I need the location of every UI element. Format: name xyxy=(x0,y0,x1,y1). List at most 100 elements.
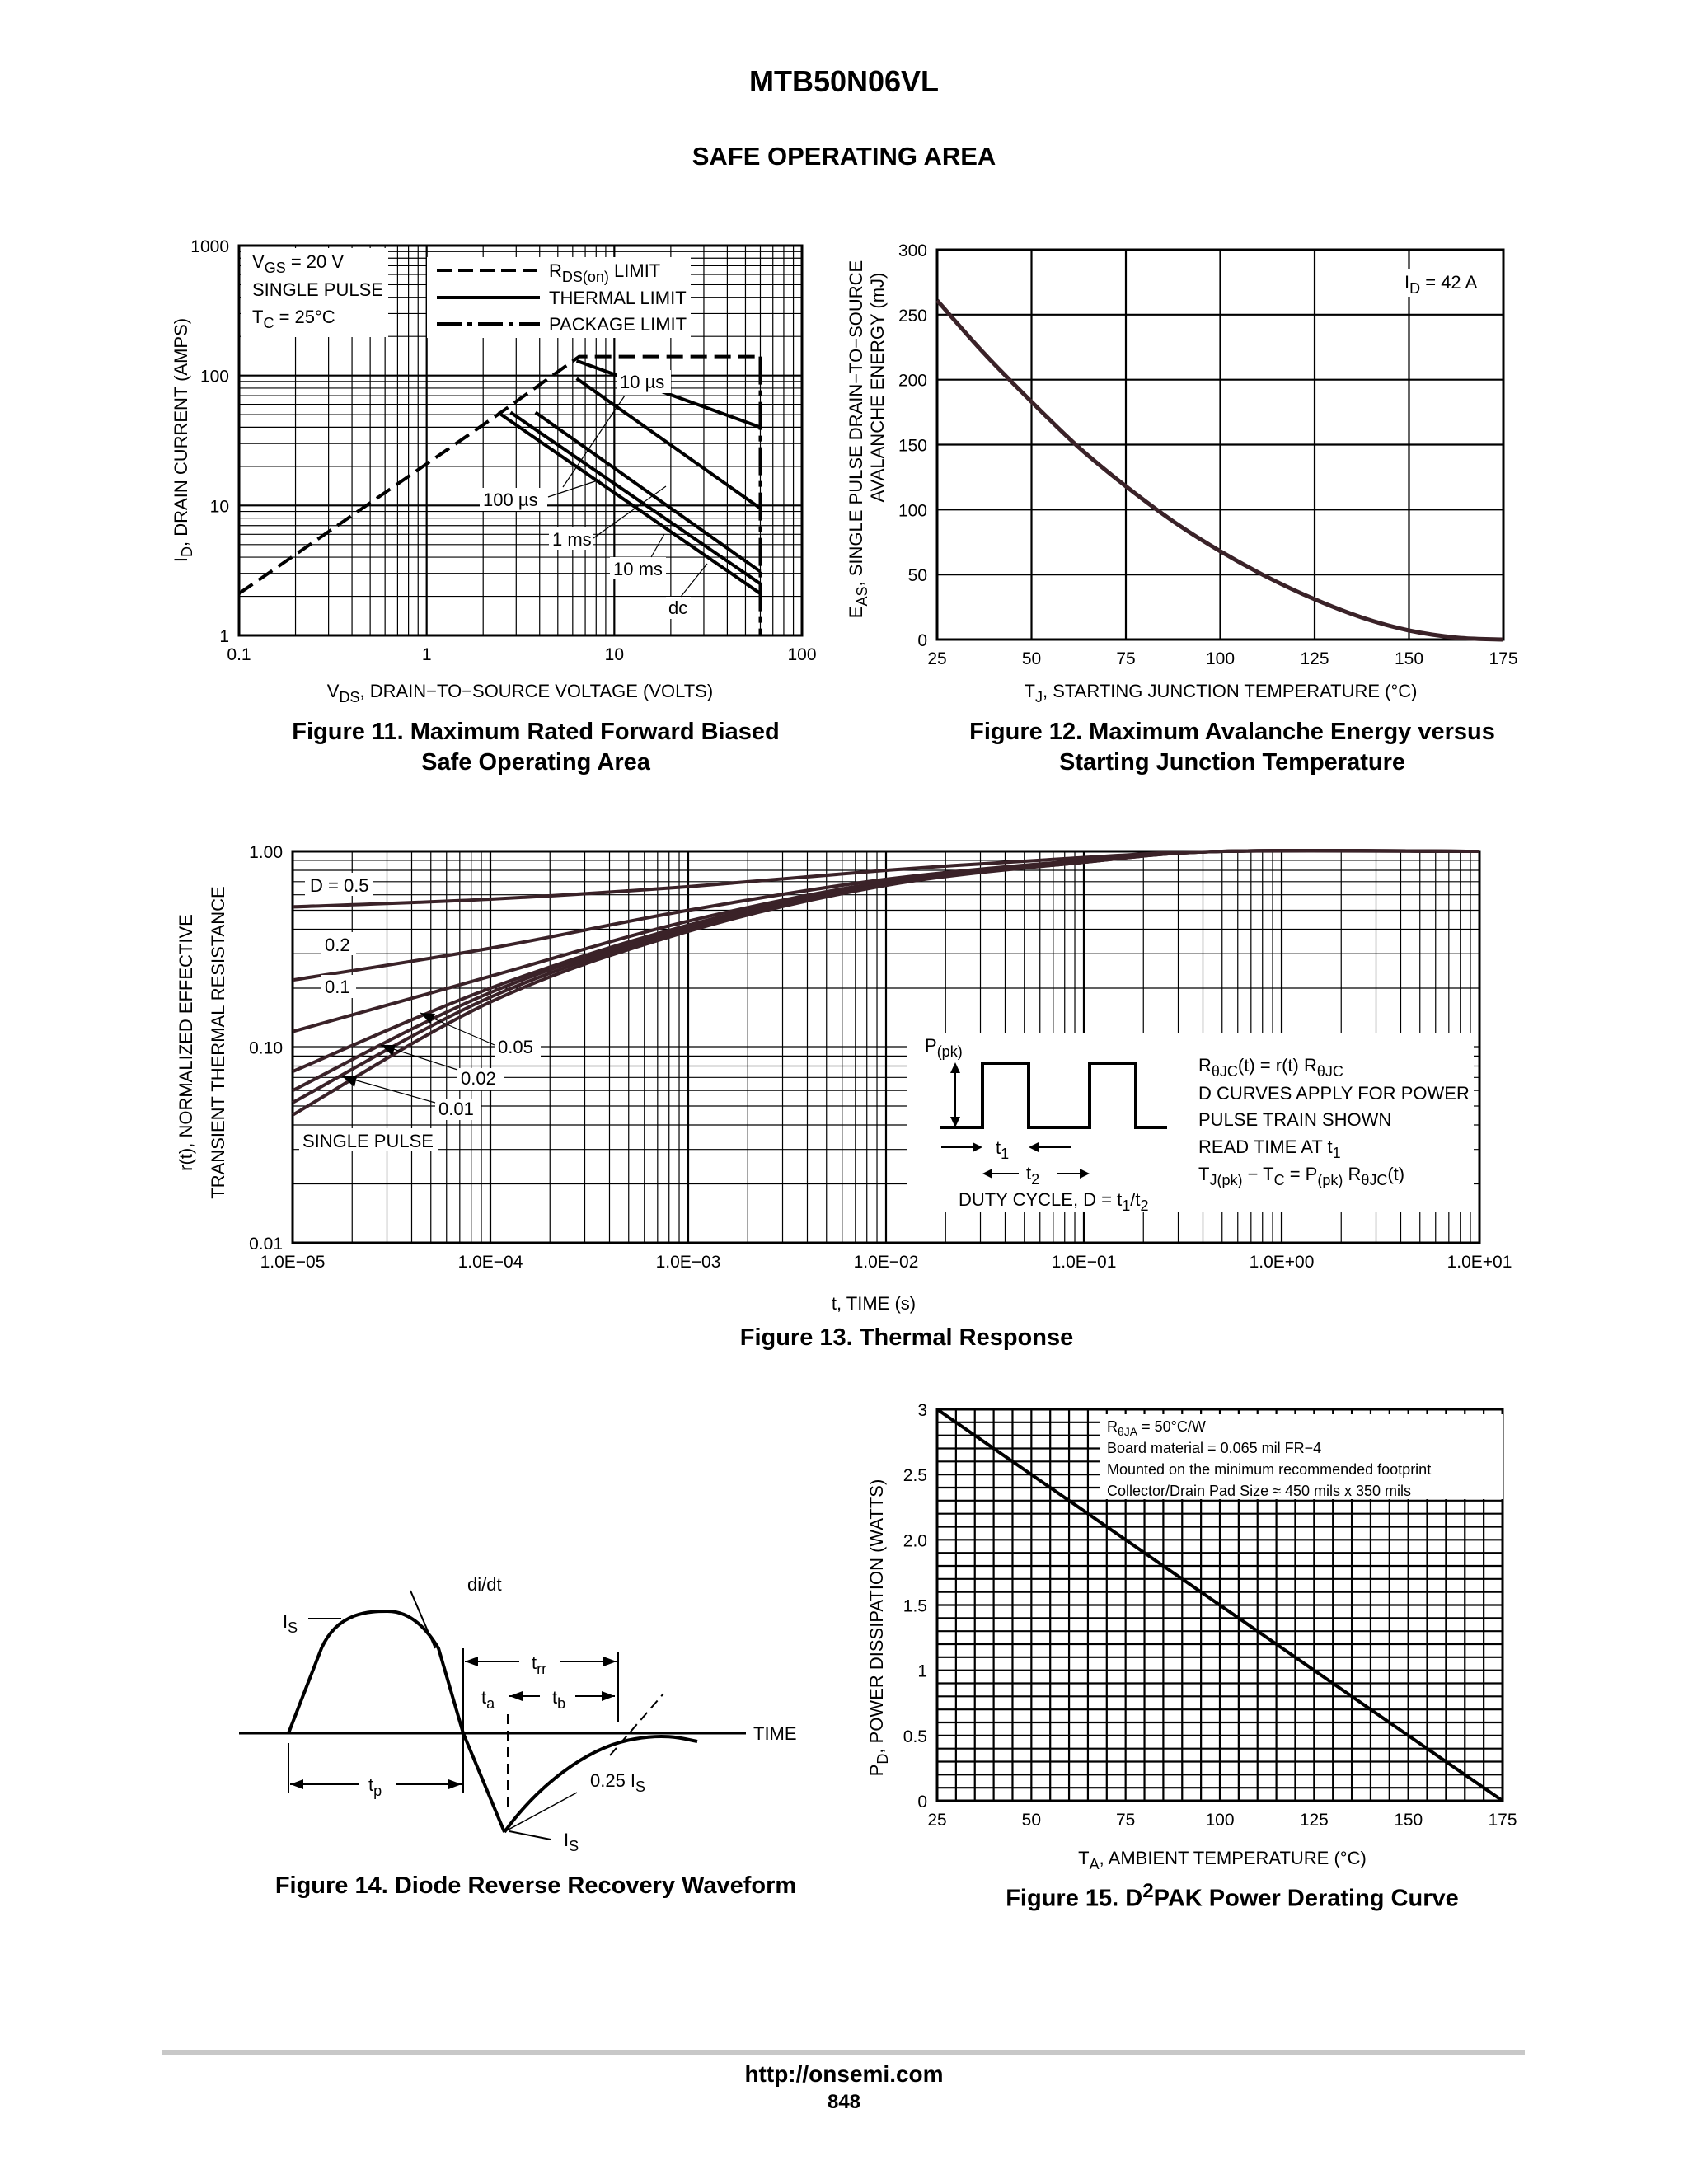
footer-divider xyxy=(162,2050,1525,2055)
fig15-x-tick-label: 175 xyxy=(1488,1811,1517,1830)
fig11-cond-tc: TC = 25°C xyxy=(252,307,335,331)
fig12-series xyxy=(935,298,1504,642)
fig11-series xyxy=(237,354,762,635)
fig13-002-arrowhead xyxy=(381,1045,396,1056)
fig13-label-single: SINGLE PULSE xyxy=(302,1131,434,1151)
fig15-note-box xyxy=(1100,1414,1503,1499)
fig15-x-tick-label: 125 xyxy=(1300,1811,1329,1830)
fig14-quarter-leader xyxy=(506,1792,578,1831)
fig14-trr-arrowhead-right xyxy=(603,1657,617,1666)
fig11-x-axis-label: VDS, DRAIN−TO−SOURCE VOLTAGE (VOLTS) xyxy=(327,681,713,705)
fig12-y-tick-label: 150 xyxy=(898,437,927,456)
fig15-caption-a: Figure 15. D xyxy=(1006,1885,1143,1912)
fig13-note-readtime: READ TIME AT t1 xyxy=(1198,1137,1341,1161)
fig12-y-tick-label: 200 xyxy=(898,372,927,391)
fig15-caption-sup: 2 xyxy=(1142,1880,1154,1902)
fig14-tb-label: tb xyxy=(552,1687,565,1712)
fig11-cond-vgs: VGS = 20 V xyxy=(252,251,344,276)
fig13-x-axis-label: t, TIME (s) xyxy=(832,1293,916,1314)
fig15-caption: Figure 15. D2PAK Power Derating Curve xyxy=(931,1876,1533,1915)
fig13-t2-label: t2 xyxy=(1026,1163,1039,1188)
fig13-series xyxy=(292,849,1480,1117)
fig12-caption-line2: Starting Junction Temperature xyxy=(1058,749,1406,776)
fig13-d05-bg xyxy=(305,873,373,896)
fig13-x-tick-label: 1.0E−03 xyxy=(656,1253,721,1272)
fig15-y-tick-label: 0.5 xyxy=(903,1727,927,1746)
fig13-note-pulsetrain: PULSE TRAIN SHOWN xyxy=(1198,1109,1391,1130)
fig11-series-line xyxy=(575,359,762,429)
fig11-x-tick-label: 1 xyxy=(422,645,432,664)
fig12-y-axis-label-line2: AVALANCHE ENERGY (mJ) xyxy=(867,273,888,503)
fig11-x-tick-label: 10 xyxy=(605,645,624,664)
fig11-y-axis-label: ID, DRAIN CURRENT (AMPS) xyxy=(171,318,195,562)
fig13-series-line xyxy=(292,849,1480,1117)
fig15-y-tick-label: 3 xyxy=(917,1401,927,1420)
fig14-trr-arrowhead-left xyxy=(465,1657,478,1666)
fig12-annotation-id: ID = 42 A xyxy=(1404,272,1478,297)
fig11-y-tick-label: 100 xyxy=(200,368,229,387)
fig15-y-axis-label: PD, POWER DISSIPATION (WATTS) xyxy=(866,1479,891,1777)
fig11-series-line xyxy=(497,410,762,595)
fig11-series-line xyxy=(534,410,762,574)
fig11-dc-leader xyxy=(680,563,708,598)
fig11-dc-label-bg xyxy=(666,597,691,619)
fig15-caption-b: PAK Power Derating Curve xyxy=(1153,1885,1459,1912)
fig14-trr-label: trr xyxy=(532,1652,546,1677)
fig14-forward-current-waveform xyxy=(287,1609,506,1833)
fig14-tp-label: tp xyxy=(368,1774,382,1799)
fig11-1ms-label-bg xyxy=(549,527,593,550)
fig12-x-axis-label: TJ, STARTING JUNCTION TEMPERATURE (°C) xyxy=(1025,681,1418,705)
fig13-t1-arrowhead-left xyxy=(973,1142,982,1152)
fig11-label-10us: 10 µs xyxy=(620,372,664,392)
fig14-time-label: TIME xyxy=(753,1723,797,1744)
fig11-10ms-leader xyxy=(650,533,665,558)
fig12-y-tick-label: 250 xyxy=(898,307,927,326)
fig12-x-tick-label: 125 xyxy=(1300,649,1329,668)
footer-url[interactable]: http://onsemi.com xyxy=(744,2061,944,2087)
fig15-x-tick-label: 100 xyxy=(1205,1811,1234,1830)
fig11-x-tick-label: 100 xyxy=(787,645,816,664)
fig14-didt-leader xyxy=(410,1590,436,1649)
fig15-y-tick-label: 2.5 xyxy=(903,1466,927,1485)
fig14-is-bot-label: IS xyxy=(564,1830,579,1854)
fig11-label-100us: 100 µs xyxy=(483,490,538,510)
fig13-t2-arrowhead-left xyxy=(982,1169,992,1179)
fig13-note-rthjc: RθJC(t) = r(t) RθJC xyxy=(1198,1055,1343,1080)
fig14-tb-arrowhead-left xyxy=(509,1691,523,1701)
fig11-cond-pulse: SINGLE PULSE xyxy=(252,279,383,300)
fig11-caption: Figure 11. Maximum Rated Forward Biased … xyxy=(247,717,824,778)
fig13-001-arrowhead xyxy=(342,1076,357,1087)
fig11-x-tick-label: 0.1 xyxy=(227,645,251,664)
fig12-x-tick-label: 100 xyxy=(1206,649,1235,668)
fig13-single-bg xyxy=(299,1128,438,1151)
fig13-ppk-arrow-up xyxy=(950,1062,960,1073)
page-number: 848 xyxy=(827,2091,861,2113)
fig13-x-tick-label: 1.0E−01 xyxy=(1052,1253,1117,1272)
fig15-y-tick-label: 1.5 xyxy=(903,1597,927,1616)
fig15-x-tick-label: 75 xyxy=(1116,1811,1135,1830)
fig13-t2-arrowhead-right xyxy=(1080,1169,1090,1179)
fig14-is-top-label: IS xyxy=(283,1611,298,1636)
fig15-x-axis-label: TA, AMBIENT TEMPERATURE (°C) xyxy=(1078,1848,1367,1872)
fig12-x-tick-label: 25 xyxy=(927,649,946,668)
fig13-002-bg xyxy=(457,1068,504,1090)
fig13-pulse-train xyxy=(940,1062,1167,1129)
fig11-caption-line1: Figure 11. Maximum Rated Forward Biased xyxy=(292,719,780,745)
fig15-tick-labels: 25 50 75 100 125 150 175 0 0.5 1 1.5 2.0 2.5 3 xyxy=(903,1401,1517,1830)
fig13-y-tick-label: 1.00 xyxy=(249,843,283,862)
fig13-ppk-label: P(pk) xyxy=(925,1035,963,1060)
fig11-legend-rdson: RDS(on) LIMIT xyxy=(549,260,660,285)
fig13-y-tick-label: 0.01 xyxy=(249,1235,283,1254)
fig13-x-tick-label: 1.0E+00 xyxy=(1250,1253,1315,1272)
fig12-x-tick-label: 50 xyxy=(1022,649,1041,668)
fig11-label-10ms: 10 ms xyxy=(613,559,663,579)
fig13-ppk-arrow-down xyxy=(950,1117,960,1127)
fig11-y-tick-label: 1000 xyxy=(190,237,229,256)
fig14-didt-label: di/dt xyxy=(467,1574,502,1595)
fig15-series-line xyxy=(935,1408,1504,1802)
fig15-y-tick-label: 0 xyxy=(917,1793,927,1811)
